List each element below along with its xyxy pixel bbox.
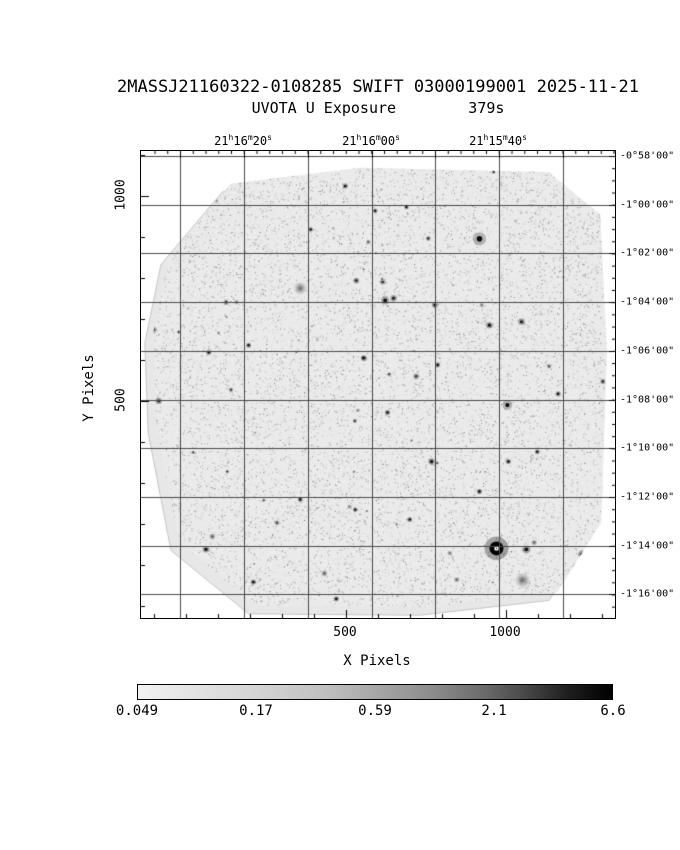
y-axis-tick-500: 500: [113, 388, 129, 412]
y-axis-tick-1000: 1000: [113, 179, 129, 211]
plot-subtitle: UVOTA U Exposure 379s: [251, 99, 505, 117]
dec-tick-label: -1°08'00": [620, 394, 675, 405]
dec-tick-label: -0°58'00": [620, 150, 675, 162]
colorbar-gradient: [137, 684, 613, 700]
ra-tick-label: 21h16m00s: [342, 133, 400, 148]
ra-tick-label: 21h15m40s: [469, 133, 527, 148]
x-axis-title: X Pixels: [343, 653, 411, 669]
plot-title: 2MASSJ21160322-0108285 SWIFT 03000199001…: [117, 77, 639, 97]
exposure-image-canvas: [141, 151, 615, 618]
plot-area: [140, 150, 616, 619]
ra-tick-label: 21h16m20s: [214, 133, 272, 148]
colorbar-label-2: 0.59: [358, 703, 392, 719]
dec-tick-label: -1°02'00": [620, 247, 675, 259]
dec-tick-label: -1°10'00": [620, 442, 675, 454]
colorbar-label-4: 6.6: [600, 703, 626, 719]
dec-tick-label: -1°00'00": [620, 199, 675, 211]
x-axis-tick-500: 500: [333, 625, 357, 640]
colorbar-label-1: 0.17: [239, 703, 273, 719]
colorbar-label-0: 0.049: [115, 703, 159, 719]
y-axis-title: Y Pixels: [81, 354, 97, 422]
dec-tick-label: -1°14'00": [620, 540, 675, 552]
ra-axis-tick-labels: 21h16m20s 21h16m00s 21h15m40s: [140, 128, 616, 148]
dec-tick-label: -1°12'00": [620, 491, 675, 503]
x-axis-tick-1000: 1000: [489, 625, 521, 640]
dec-tick-label: -1°06'00": [620, 345, 675, 357]
colorbar-label-3: 2.1: [481, 703, 507, 719]
dec-tick-label: -1°04'00": [620, 296, 675, 308]
dec-axis-tick-labels: -0°58'00" -1°00'00" -1°02'00" -1°04'00" -1°0…: [620, 150, 680, 619]
dec-tick-label: -1°16'00": [620, 588, 675, 600]
